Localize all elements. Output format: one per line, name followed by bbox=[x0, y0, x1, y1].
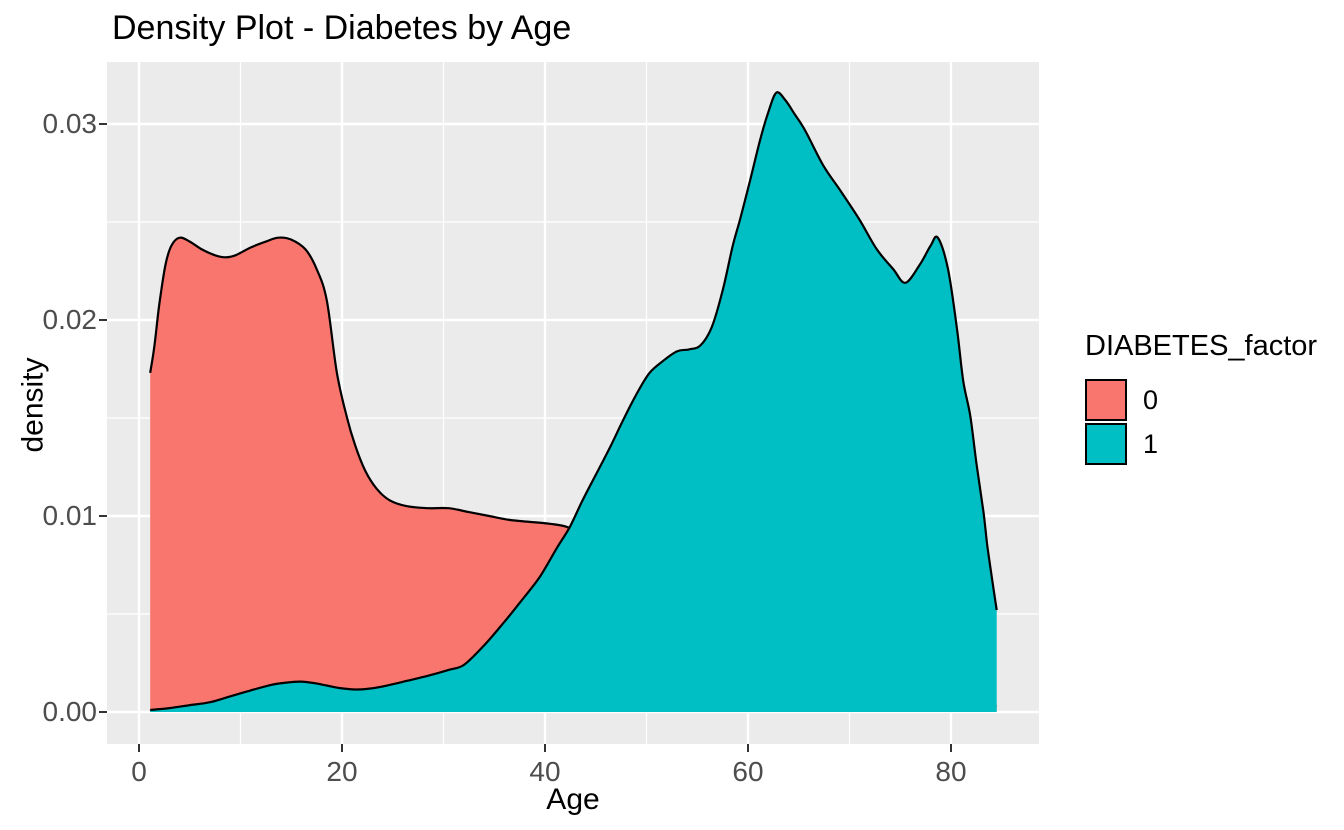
legend-label-1: 1 bbox=[1143, 428, 1159, 459]
x-tick-mark-40 bbox=[543, 744, 547, 752]
y-tick-label-0.00: 0.00 bbox=[42, 695, 98, 727]
legend-label-0: 0 bbox=[1143, 384, 1159, 415]
legend-entry-1: 1 bbox=[1085, 423, 1317, 465]
y-tick-label-0.03: 0.03 bbox=[42, 107, 98, 139]
plot-panel bbox=[107, 62, 1039, 744]
y-tick-mark-0.01 bbox=[99, 514, 107, 518]
y-tick-label-0.02: 0.02 bbox=[42, 303, 98, 335]
x-tick-label-80: 80 bbox=[935, 756, 967, 787]
legend: DIABETES_factor 0 1 bbox=[1085, 330, 1317, 467]
x-tick-mark-0 bbox=[137, 744, 141, 752]
y-tick-mark-0.02 bbox=[99, 318, 107, 322]
legend-title: DIABETES_factor bbox=[1085, 330, 1318, 362]
y-axis-title: density bbox=[16, 357, 50, 453]
y-tick-mark-0.03 bbox=[99, 122, 107, 126]
density-area-1 bbox=[150, 92, 997, 712]
y-tick-label-0.01: 0.01 bbox=[42, 499, 98, 531]
x-tick-mark-60 bbox=[746, 744, 750, 752]
y-tick-mark-0.00 bbox=[99, 710, 107, 714]
x-tick-mark-80 bbox=[949, 744, 953, 752]
x-tick-label-20: 20 bbox=[326, 756, 358, 787]
x-tick-mark-20 bbox=[340, 744, 344, 752]
x-axis-title: Age bbox=[546, 783, 600, 816]
x-tick-label-0: 0 bbox=[131, 756, 147, 787]
legend-key-1-swatch bbox=[1085, 423, 1127, 465]
legend-key-0-swatch bbox=[1085, 379, 1127, 421]
x-tick-label-60: 60 bbox=[732, 756, 764, 787]
density-area-0 bbox=[150, 237, 997, 713]
plot-title: Density Plot - Diabetes by Age bbox=[112, 9, 572, 47]
density-outline-1 bbox=[150, 91, 998, 712]
legend-entry-0: 0 bbox=[1085, 379, 1317, 421]
x-tick-label-40: 40 bbox=[529, 756, 561, 787]
density-chart-svg bbox=[107, 62, 1039, 744]
